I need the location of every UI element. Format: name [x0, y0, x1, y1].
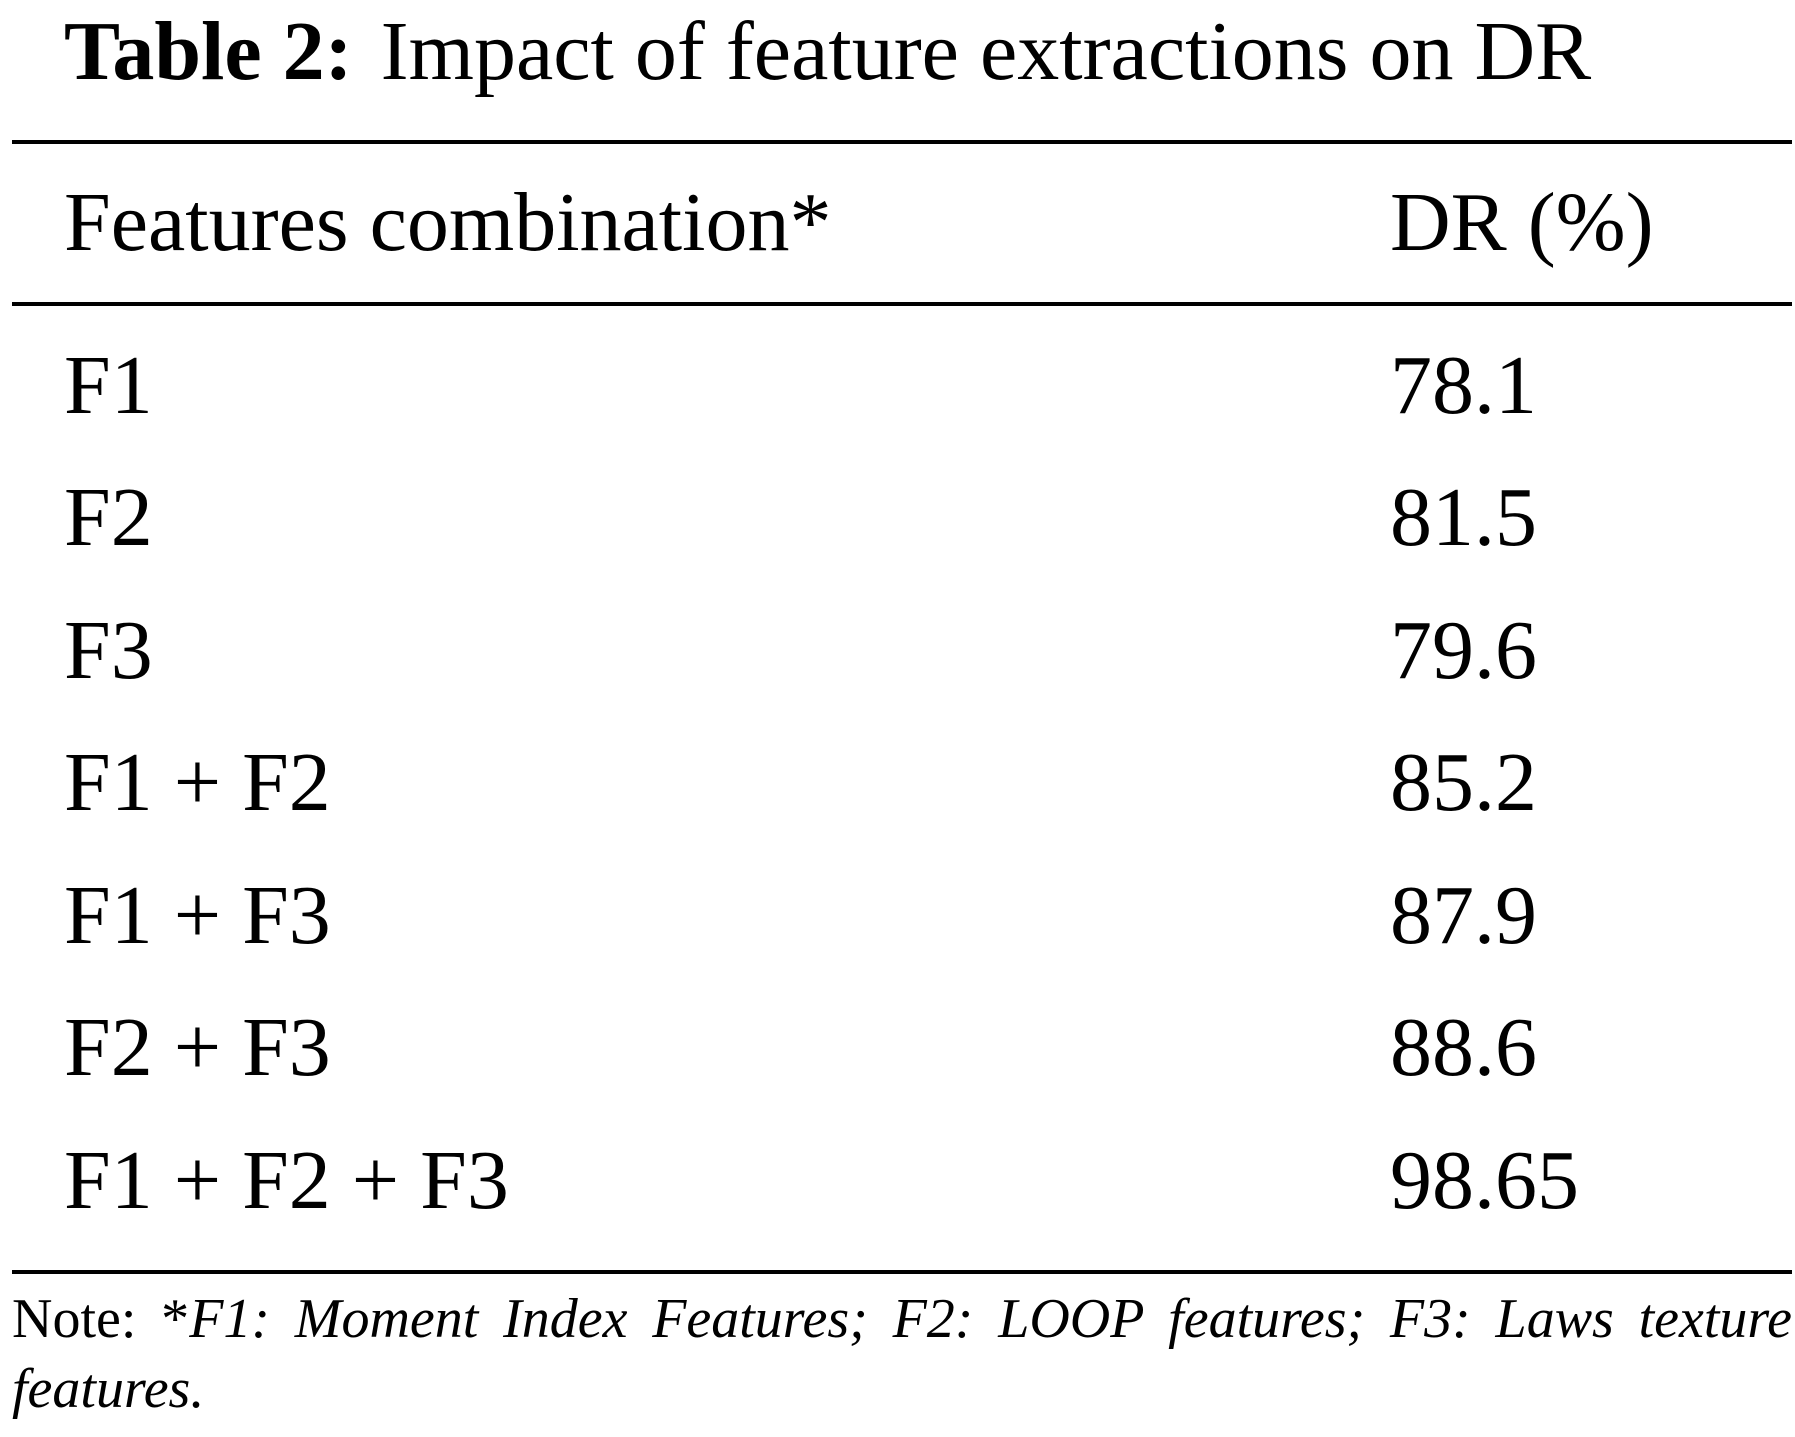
column-header-features: Features combination* — [64, 176, 832, 269]
features-cell: F2 — [64, 471, 153, 564]
top-rule — [12, 140, 1792, 144]
table-caption: Table 2: Impact of feature extractions on… — [64, 2, 1591, 102]
features-cell: F1 + F2 + F3 — [64, 1134, 509, 1227]
note-body: F1: Moment Index Features; F2: LOOP feat… — [12, 1288, 1792, 1420]
bottom-rule — [12, 1270, 1792, 1274]
features-cell: F1 + F2 — [64, 736, 331, 829]
table-title: Impact of feature extractions on DR — [380, 5, 1592, 98]
dr-cell: 87.9 — [1390, 869, 1537, 962]
dr-cell: 98.65 — [1390, 1134, 1579, 1227]
features-cell: F1 — [64, 339, 153, 432]
dr-cell: 85.2 — [1390, 736, 1537, 829]
table-label: Table 2: — [64, 5, 353, 98]
table-note: Note: *F1: Moment Index Features; F2: LO… — [12, 1284, 1792, 1424]
column-header-dr: DR (%) — [1390, 176, 1654, 269]
dr-cell: 88.6 — [1390, 1001, 1537, 1094]
header-rule — [12, 302, 1792, 306]
features-cell: F3 — [64, 604, 153, 697]
dr-cell: 78.1 — [1390, 339, 1537, 432]
dr-cell: 79.6 — [1390, 604, 1537, 697]
features-cell: F1 + F3 — [64, 869, 331, 962]
dr-cell: 81.5 — [1390, 471, 1537, 564]
features-cell: F2 + F3 — [64, 1001, 331, 1094]
note-prefix: Note: * — [12, 1288, 190, 1350]
